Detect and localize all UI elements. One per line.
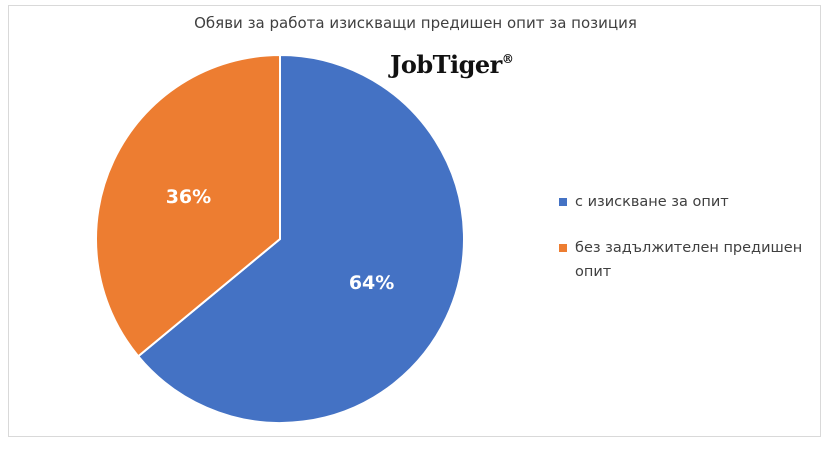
registered-mark: ® [501,52,514,66]
legend-item-0: с изискване за опит [558,190,813,214]
data-label-1: 36% [166,186,211,208]
legend-label-0: с изискване за опит [575,194,729,210]
legend-item-1: без задължителен предишен опит [558,236,813,284]
jobtiger-logo: JobTiger® [390,50,514,79]
legend-label-1: без задължителен предишен опит [575,240,803,280]
pie-slice-1 [95,53,281,358]
chart-title: Обяви за работа изискващи предишен опит … [194,14,637,32]
pie-slice-0 [136,53,465,424]
data-label-0: 64% [349,272,394,294]
pie-labels: 64% 36% [166,186,395,294]
pie-slices [95,53,465,424]
logo-text: JobTiger [390,50,502,79]
legend-swatch-0 [559,198,567,206]
legend-swatch-1 [559,244,567,252]
legend: с изискване за опит без задължителен пре… [558,190,813,306]
